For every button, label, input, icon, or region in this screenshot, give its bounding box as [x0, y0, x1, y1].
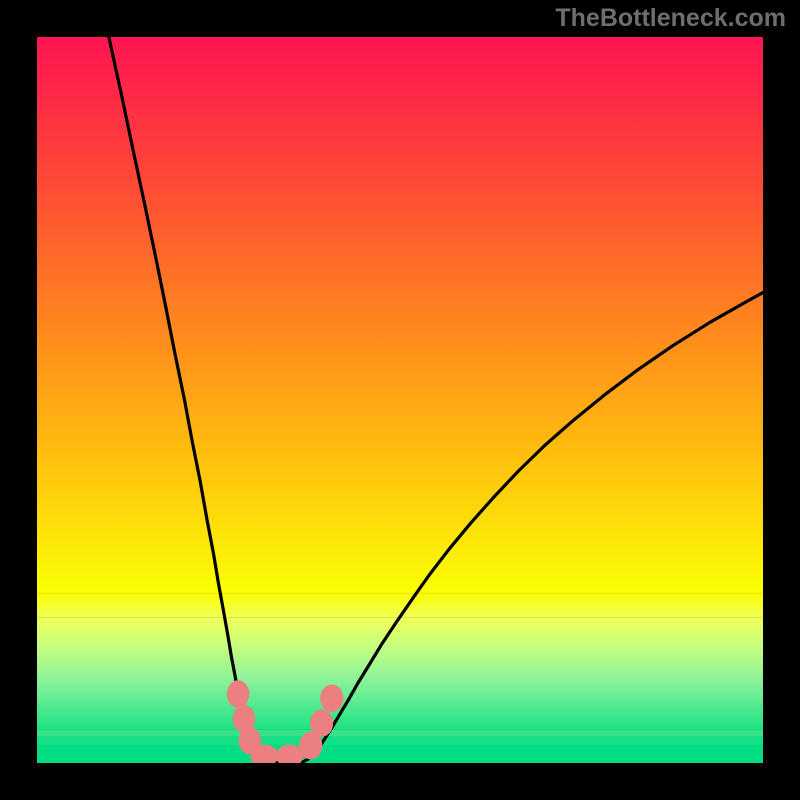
- bg-upper-gradient: [37, 37, 763, 593]
- bg-transition: [37, 593, 763, 618]
- watermark-text: TheBottleneck.com: [555, 4, 786, 33]
- bead-7: [320, 685, 343, 713]
- bg-band-2: [37, 745, 763, 763]
- bg-band-1: [37, 736, 763, 745]
- bg-band-0: [37, 730, 763, 737]
- bg-haze: [37, 618, 763, 730]
- bead-0: [227, 680, 250, 708]
- chart-svg: [37, 37, 763, 763]
- plot-area: [37, 37, 763, 763]
- bead-6: [310, 709, 333, 737]
